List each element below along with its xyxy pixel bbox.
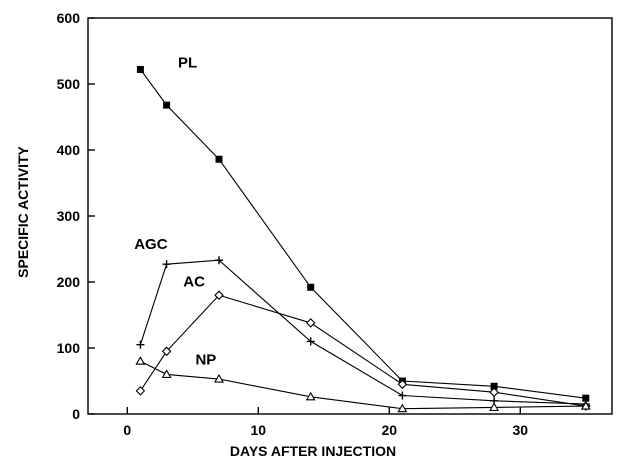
data-point-pl-2 bbox=[215, 155, 223, 163]
data-point-np-2 bbox=[214, 373, 224, 383]
data-point-pl-1 bbox=[163, 101, 171, 109]
data-point-agc-4 bbox=[398, 391, 407, 400]
y-tick-label-0: 0 bbox=[72, 406, 80, 422]
data-point-agc-3 bbox=[306, 337, 315, 346]
x-tick-label-2: 20 bbox=[382, 422, 398, 438]
data-point-pl-6 bbox=[582, 394, 590, 402]
data-point-ac-2 bbox=[214, 290, 224, 300]
series-np bbox=[135, 356, 591, 413]
data-point-pl-5 bbox=[490, 382, 498, 390]
data-point-pl-3 bbox=[307, 283, 315, 291]
y-tick-label-1: 100 bbox=[57, 340, 81, 356]
data-point-ac-0 bbox=[135, 386, 146, 396]
data-point-ac-1 bbox=[161, 346, 172, 357]
data-point-ac-5 bbox=[489, 387, 499, 397]
data-point-agc-0 bbox=[136, 340, 145, 349]
data-point-np-6 bbox=[580, 400, 591, 410]
data-point-np-4 bbox=[397, 403, 408, 413]
y-tick-label-3: 300 bbox=[57, 208, 81, 224]
series-line-agc bbox=[139, 259, 586, 405]
x-axis-title: DAYS AFTER INJECTION bbox=[230, 443, 396, 459]
data-point-pl-0 bbox=[136, 65, 144, 73]
x-tick-label-0: 0 bbox=[123, 422, 131, 438]
series-label-ac: AC bbox=[183, 274, 205, 291]
data-point-np-0 bbox=[135, 356, 146, 365]
series-ac bbox=[135, 290, 591, 411]
ticks: 0 100 200 300 400 500 600 0 10 20 30 bbox=[57, 10, 529, 438]
series-group bbox=[135, 65, 591, 413]
x-tick-label-3: 30 bbox=[513, 422, 529, 438]
series-labels: PL AGC AC NP bbox=[134, 55, 216, 369]
y-tick-label-2: 200 bbox=[57, 274, 81, 290]
y-axis-title: SPECIFIC ACTIVITY bbox=[15, 145, 31, 277]
data-point-agc-2 bbox=[215, 256, 223, 265]
series-label-np: NP bbox=[195, 352, 216, 369]
x-tick-label-1: 10 bbox=[251, 422, 267, 438]
series-line-pl bbox=[139, 69, 586, 399]
y-tick-label-5: 500 bbox=[57, 76, 81, 92]
data-point-np-3 bbox=[305, 391, 316, 401]
data-point-agc-1 bbox=[162, 260, 171, 269]
data-point-np-5 bbox=[489, 402, 500, 411]
series-label-agc: AGC bbox=[134, 236, 168, 253]
series-label-pl: PL bbox=[178, 55, 197, 72]
y-tick-label-4: 400 bbox=[57, 142, 81, 158]
y-tick-label-6: 600 bbox=[57, 10, 81, 26]
data-point-ac-3 bbox=[305, 318, 316, 328]
data-point-np-1 bbox=[161, 369, 172, 378]
data-point-ac-4 bbox=[397, 379, 408, 390]
